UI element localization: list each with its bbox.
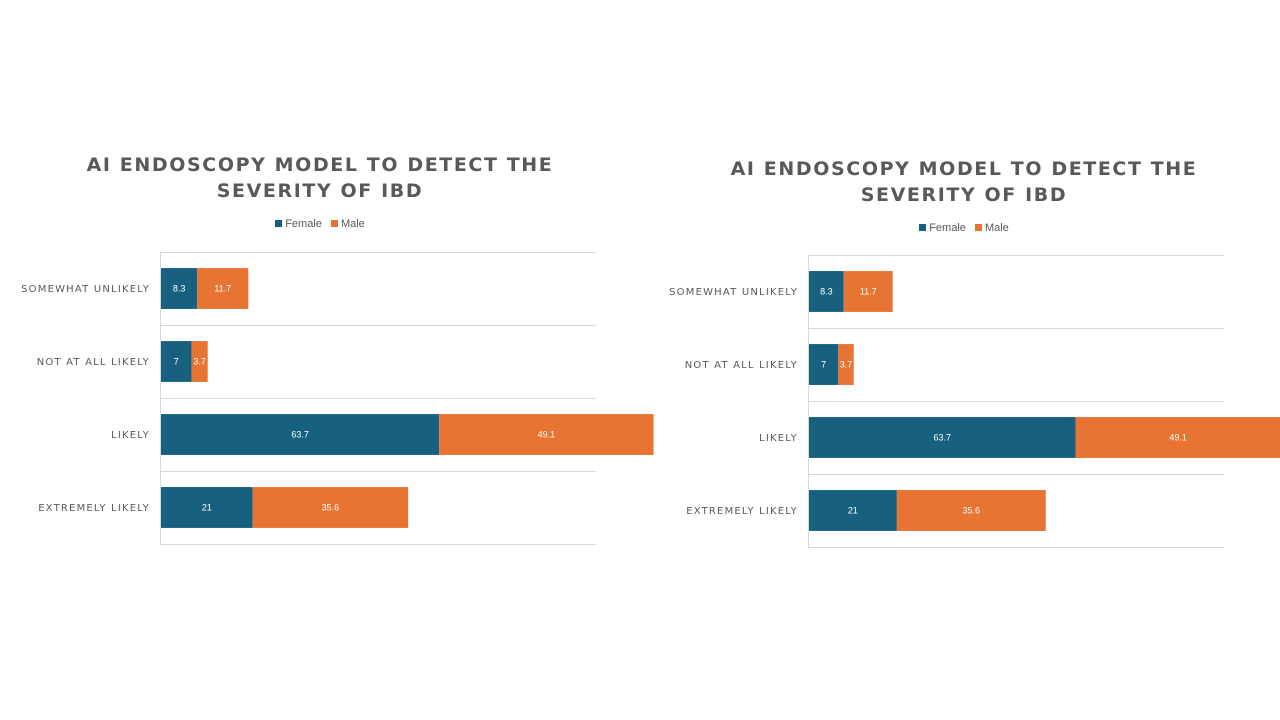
data-label: 8.3: [173, 284, 186, 294]
bar-female: [809, 417, 1076, 458]
legend-item-female: Female: [919, 222, 966, 234]
data-label: 7: [174, 357, 179, 367]
chart-title-line-1: AI ENDOSCOPY MODEL TO DETECT THE: [730, 158, 1198, 180]
data-label: 21: [848, 506, 858, 516]
data-label: 21: [202, 503, 212, 513]
chart-title: AI ENDOSCOPY MODEL TO DETECT THE SEVERIT…: [0, 152, 640, 204]
data-label: 35.6: [322, 503, 340, 513]
legend-swatch-female: [275, 220, 283, 227]
bar-chart-svg: SOMEWHAT UNLIKELY 8.3 11.7 NOT AT ALL LIKEL…: [21, 252, 654, 545]
data-label: 63.7: [933, 433, 951, 443]
legend-item-male: Male: [330, 218, 365, 230]
category-label: LIKELY: [759, 433, 798, 444]
legend-swatch-male: [330, 220, 338, 227]
legend: Female Male: [0, 218, 640, 230]
bar-male: [1075, 417, 1280, 458]
data-label: 49.1: [538, 430, 556, 440]
chart-title-line-2: SEVERITY OF IBD: [216, 180, 424, 202]
data-label: 49.1: [1169, 433, 1187, 443]
category-label: EXTREMELY LIKELY: [38, 503, 150, 514]
legend-swatch-female: [919, 224, 927, 231]
bar-male: [197, 268, 249, 309]
category-label: NOT AT ALL LIKELY: [685, 360, 798, 371]
legend: Female Male: [648, 222, 1280, 234]
data-label: 8.3: [820, 287, 833, 297]
data-label: 7: [821, 360, 826, 370]
bar-female: [161, 341, 192, 382]
bar-female: [809, 490, 897, 531]
plot-area: SOMEWHAT UNLIKELY 8.3 11.7 NOT AT ALL LIKEL…: [648, 255, 1280, 548]
data-label: 11.7: [860, 287, 877, 297]
category-label: SOMEWHAT UNLIKELY: [669, 287, 798, 298]
legend-item-male: Male: [974, 222, 1009, 234]
legend-item-female: Female: [275, 218, 322, 230]
legend-label-female: Female: [929, 222, 966, 234]
chart-right: AI ENDOSCOPY MODEL TO DETECT THE SEVERIT…: [648, 154, 1280, 554]
chart-title-line-2: SEVERITY OF IBD: [860, 184, 1068, 206]
bar-male: [439, 414, 654, 455]
chart-title: AI ENDOSCOPY MODEL TO DETECT THE SEVERIT…: [648, 156, 1280, 208]
bar-female: [809, 344, 839, 385]
bar-male: [843, 271, 893, 312]
data-label: 35.6: [963, 506, 981, 516]
category-label: NOT AT ALL LIKELY: [37, 357, 150, 368]
chart-left: AI ENDOSCOPY MODEL TO DETECT THE SEVERIT…: [0, 150, 654, 550]
chart-title-line-1: AI ENDOSCOPY MODEL TO DETECT THE: [86, 154, 554, 176]
category-label: SOMEWHAT UNLIKELY: [21, 284, 150, 295]
data-label: 63.7: [291, 430, 309, 440]
plot-area: SOMEWHAT UNLIKELY 8.3 11.7 NOT AT ALL LIKEL…: [0, 252, 654, 545]
data-label: 3.7: [840, 360, 853, 370]
bar-male: [896, 490, 1046, 531]
legend-label-female: Female: [285, 218, 322, 230]
data-label: 11.7: [214, 284, 231, 294]
bar-chart-svg: SOMEWHAT UNLIKELY 8.3 11.7 NOT AT ALL LIKEL…: [669, 255, 1280, 548]
bar-female: [161, 268, 198, 309]
bar-male: [252, 487, 409, 528]
category-label: EXTREMELY LIKELY: [686, 506, 798, 517]
bar-female: [161, 487, 253, 528]
bar-male: [191, 341, 208, 382]
legend-label-male: Male: [984, 222, 1009, 234]
bar-female: [161, 414, 440, 455]
bar-male: [838, 344, 854, 385]
legend-swatch-male: [974, 224, 982, 231]
legend-label-male: Male: [340, 218, 365, 230]
bar-female: [809, 271, 844, 312]
data-label: 3.7: [193, 357, 206, 367]
category-label: LIKELY: [111, 430, 150, 441]
